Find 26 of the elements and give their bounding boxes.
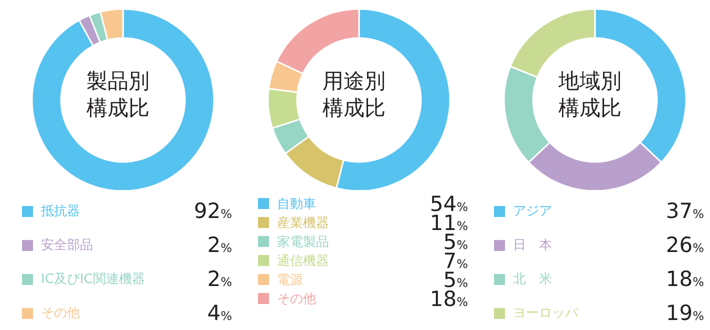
- legend-label: その他: [276, 290, 316, 308]
- data-label: 2%: [207, 267, 232, 291]
- data-label: 37%: [666, 199, 704, 223]
- legend-label: 安全部品: [40, 237, 93, 254]
- data-label: 2%: [207, 233, 232, 257]
- legend-label: 自動車: [276, 196, 316, 212]
- legend-label: 北 米: [512, 271, 552, 288]
- legend-label: 家電製品: [276, 234, 329, 250]
- legend-label: IC及びIC関連機器: [40, 271, 145, 288]
- legend-label: 産業機器: [276, 214, 329, 232]
- data-label: 4%: [207, 301, 232, 325]
- legend-label: 抵抗器: [40, 203, 80, 220]
- text: 用途別構成比: [322, 68, 386, 122]
- data-label: 19%: [666, 301, 704, 325]
- data-label: 92%: [194, 199, 232, 223]
- data-label: 18%: [666, 267, 704, 291]
- legend-label: 通信機器: [276, 252, 329, 270]
- legend-label: 日 本: [512, 237, 552, 254]
- data-label: 26%: [666, 233, 704, 257]
- donut-slice: [31, 8, 215, 190]
- legend-label: ヨーロッパ: [512, 305, 578, 322]
- legend-label: アジア: [512, 203, 552, 220]
- text: 地域別構成比: [558, 68, 622, 122]
- legend-label: その他: [40, 305, 80, 322]
- text: 製品別構成比: [86, 68, 150, 122]
- legend-label: 電源: [276, 272, 303, 288]
